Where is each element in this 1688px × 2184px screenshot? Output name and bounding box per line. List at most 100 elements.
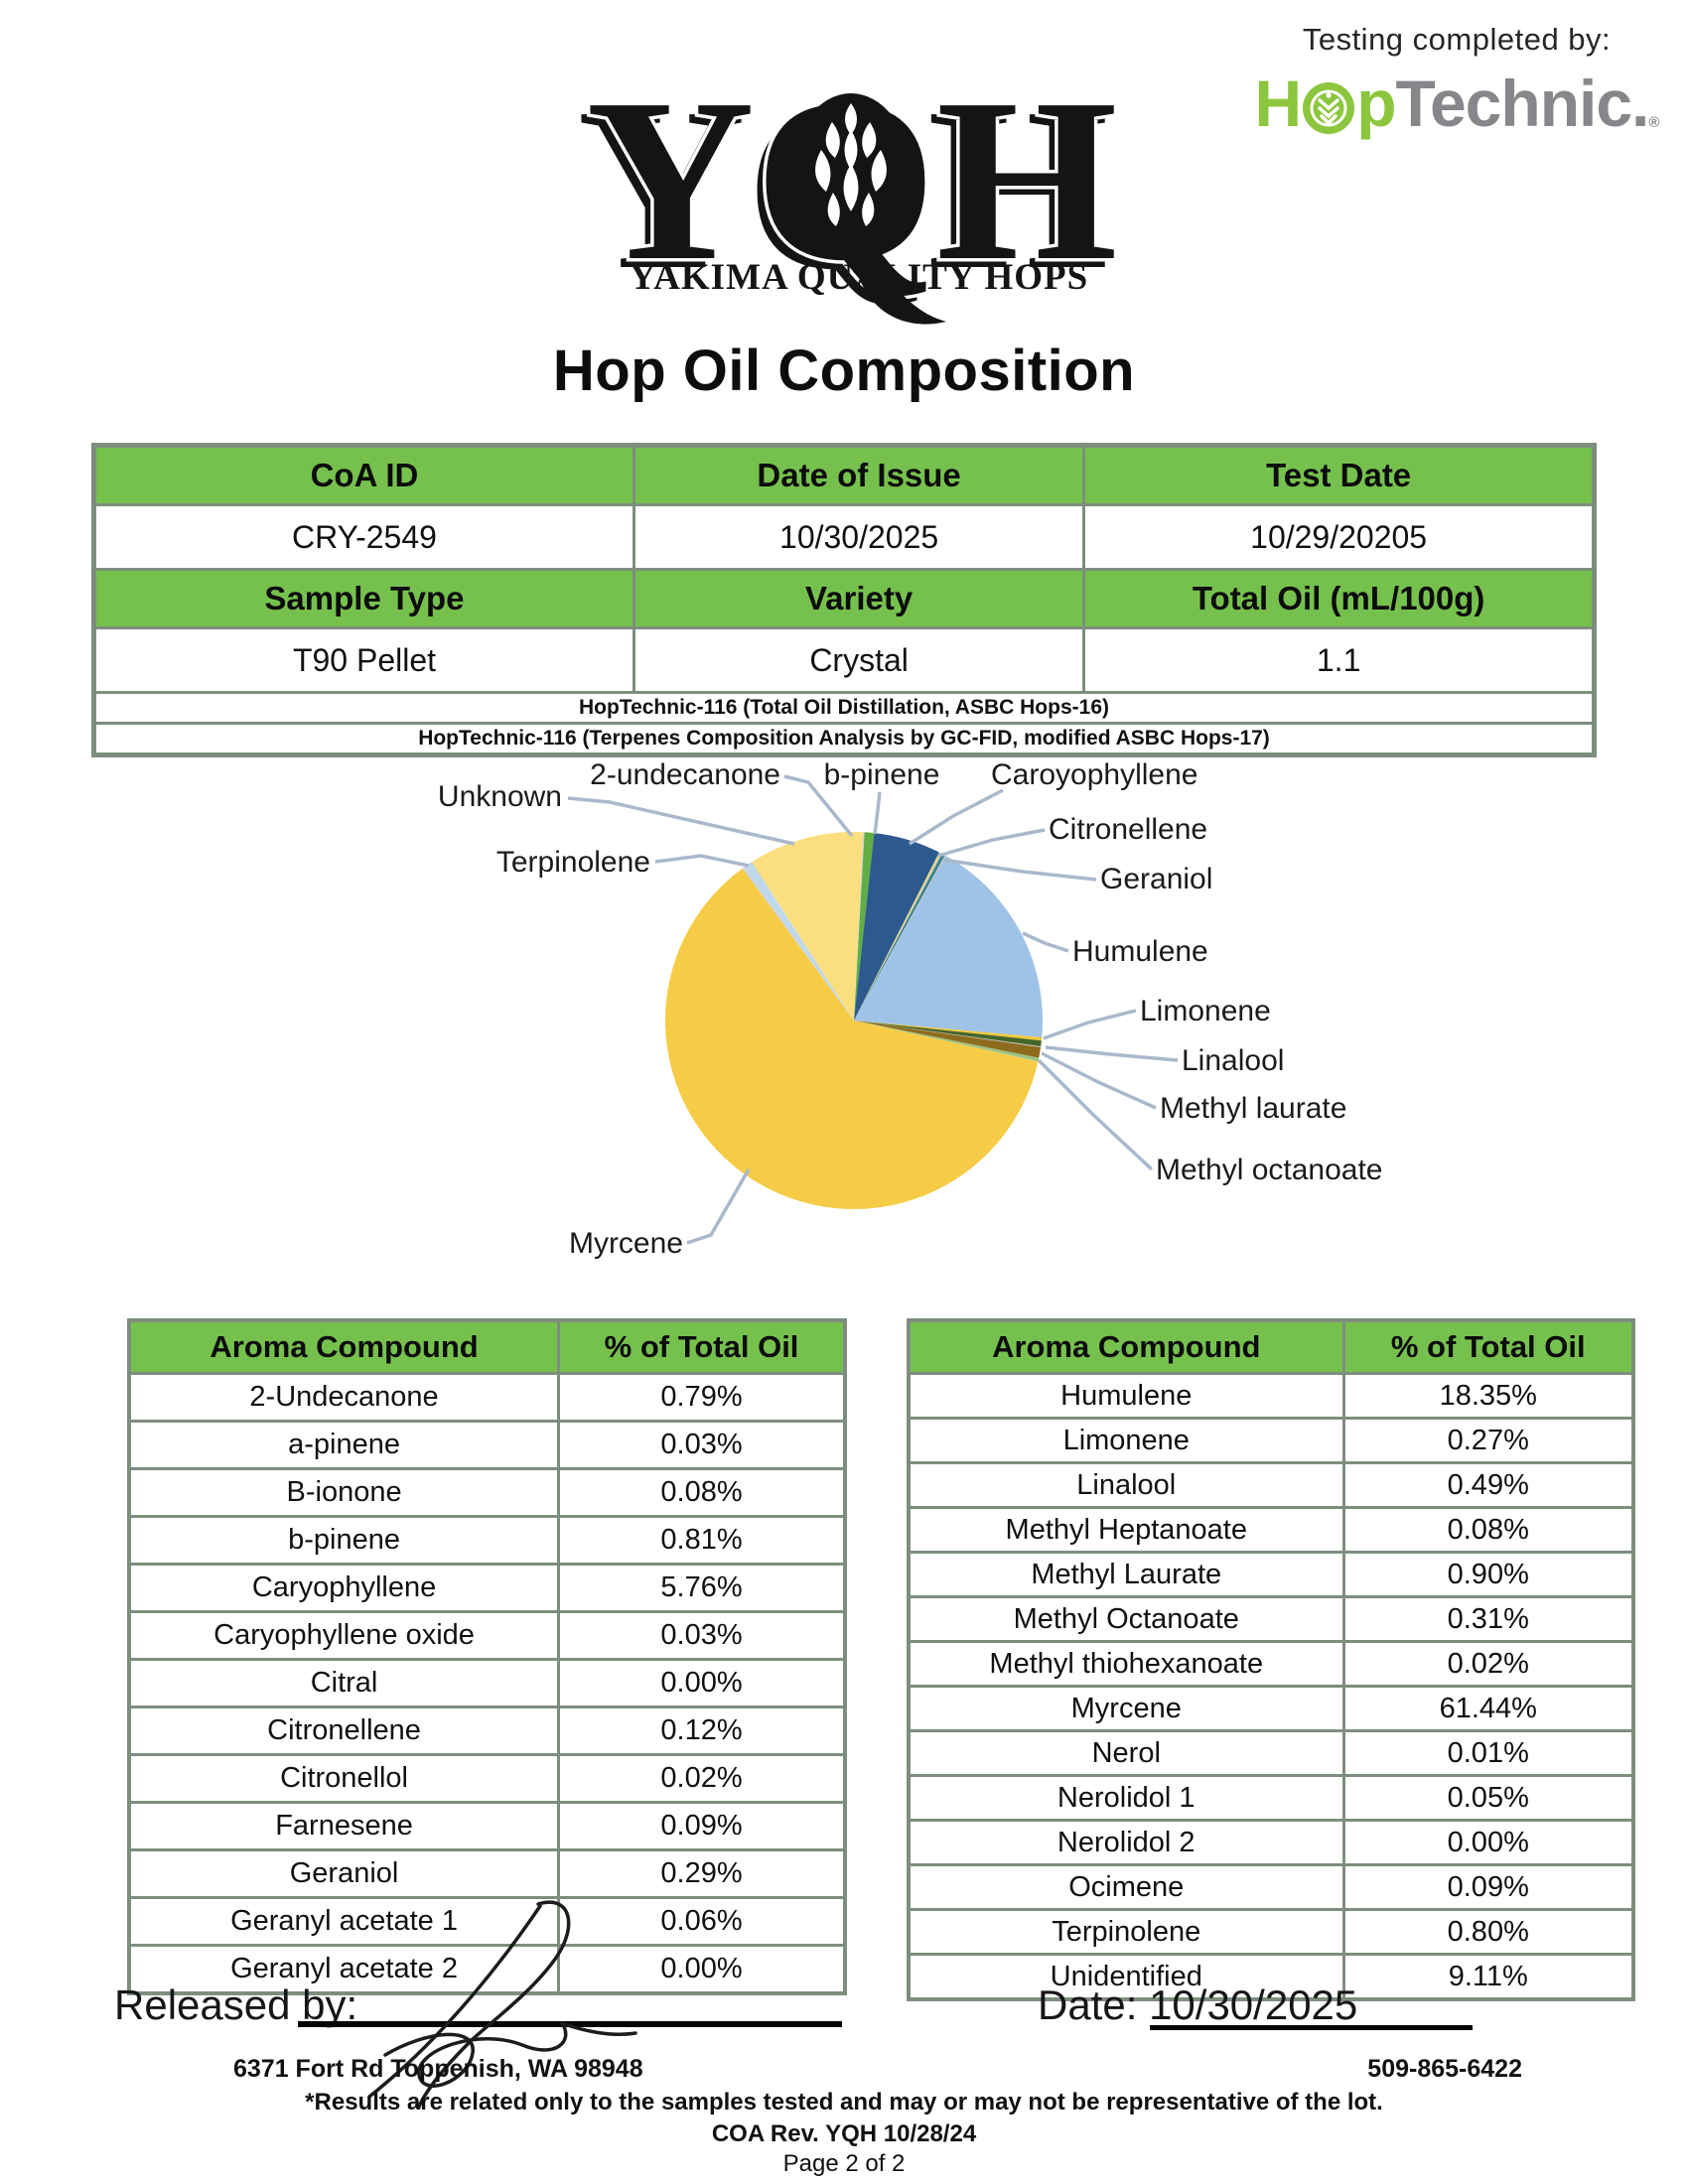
aroma-compound-table-right: Aroma Compound % of Total Oil Humulene 18… [907,1318,1635,2001]
date-of-issue-header: Date of Issue [632,444,1086,506]
table-row: Methyl Laurate 0.90% [907,1551,1635,1598]
table-row: Nerolidol 2 0.00% [907,1819,1635,1866]
table-row: Geraniol 0.29% [127,1848,847,1899]
hoptechnic-p: p [1356,67,1396,140]
compound-cell: Citronellol [127,1753,561,1804]
pie-label-caroyophyllene: Caroyophyllene [991,758,1197,791]
q-tail [857,246,946,325]
percent-cell: 9.11% [1341,1953,1635,2001]
percent-cell: 0.01% [1341,1729,1635,1777]
yqh-logo-subtext: YAKIMA QUALITY HOPS [629,257,1089,298]
page-title: Hop Oil Composition [552,339,1136,403]
compound-cell: Geranyl acetate 2 [127,1944,561,1995]
pie-label-geraniol: Geraniol [1100,863,1212,895]
table-row: Geranyl acetate 2 0.00% [127,1944,847,1995]
aroma-compound-table-left: Aroma Compound % of Total Oil 2-Undecano… [127,1318,847,1995]
table-row: Citral 0.00% [127,1658,847,1708]
percent-cell: 0.90% [1341,1551,1635,1598]
table-row: Unidentified 9.11% [907,1953,1635,2001]
released-by-label: Released by: [114,1981,358,2028]
percent-cell: 0.29% [557,1848,847,1899]
compound-cell: Caryophyllene oxide [127,1610,561,1661]
table-row: Methyl thiohexanoate 0.02% [907,1640,1635,1688]
percent-cell: 0.31% [1341,1595,1635,1643]
pie-slice-unidentified [752,832,854,1021]
compound-cell: Citronellene [127,1706,561,1756]
coa-id-header: CoA ID [92,444,635,506]
test-date-value: 10/29/20205 [1082,503,1596,571]
pie-slice-geraniol [854,854,945,1021]
compound-cell: Methyl thiohexanoate [907,1640,1345,1688]
pie-label-methyl-laurate: Methyl laurate [1160,1092,1346,1125]
pie-leader-line [937,828,1046,858]
pie-slice-2-undecanone [854,831,864,1021]
compound-column-header: Aroma Compound [907,1318,1345,1375]
table-row: B-ionone 0.08% [127,1467,847,1518]
pie-leader-line [1037,1058,1154,1171]
pie-leader-line [686,1168,751,1245]
footer-phone: 509-865-6422 [1367,2055,1522,2083]
table-row: Methyl Heptanoate 0.08% [907,1506,1635,1554]
table-row: Nerol 0.01% [907,1729,1635,1777]
pie-slice-myrcene [664,868,1039,1209]
date-label: Date: [1038,1981,1138,2028]
percent-cell: 0.03% [557,1420,847,1470]
total-oil-header: Total Oil (mL/100g) [1082,568,1596,629]
compound-cell: Terpinolene [907,1908,1345,1956]
compound-column-header: Aroma Compound [127,1318,561,1375]
compound-cell: Citral [127,1658,561,1708]
hop-cone-icon [815,103,887,226]
pie-slice-terpinolene [744,862,854,1021]
compound-cell: Linalool [907,1461,1345,1509]
table-row: Linalool 0.49% [907,1461,1635,1509]
pie-label-terpinolene: Terpinolene [496,846,650,879]
percent-cell: 0.05% [1341,1774,1635,1822]
date-line: Date: 10/30/2025 [1038,1981,1357,2029]
date-value: 10/30/2025 [1149,1981,1358,2028]
percent-cell: 5.76% [557,1563,847,1613]
pie-leader-line [783,774,854,838]
percent-cell: 0.02% [1341,1640,1635,1688]
compound-cell: Humulene [907,1372,1345,1420]
testing-lab-block: Testing completed by: H p Technic. ® [1253,22,1660,141]
compound-cell: Nerol [907,1729,1345,1777]
pie-slice-caryophyllene-oxide [854,852,940,1021]
compound-cell: Nerolidol 1 [907,1774,1345,1822]
percent-cell: 0.00% [557,1658,847,1708]
percent-cell: 0.79% [557,1372,847,1423]
pie-slice-methyl-thiohexanoate [854,1021,1039,1062]
compound-cell: Methyl Laurate [907,1551,1345,1598]
table-row: Myrcene 61.44% [907,1685,1635,1732]
footer-page-number: Page 2 of 2 [782,2150,906,2177]
table-row: b-pinene 0.81% [127,1515,847,1566]
compound-cell: a-pinene [127,1420,561,1470]
sample-type-header: Sample Type [92,568,635,629]
table-row: a-pinene 0.03% [127,1420,847,1470]
hoptechnic-h: H [1254,67,1303,140]
test-date-header: Test Date [1082,444,1596,506]
compound-cell: Geraniol [127,1848,561,1899]
hoptechnic-logo: H p Technic. ® [1253,66,1660,141]
table-row: Methyl Octanoate 0.31% [907,1595,1635,1643]
percent-cell: 0.81% [557,1515,847,1566]
yqh-logo: YQH YQH [577,28,1137,341]
footer-revision: COA Rev. YQH 10/28/24 [711,2120,977,2147]
percent-cell: 0.02% [557,1753,847,1804]
table-row: Ocimene 0.09% [907,1863,1635,1911]
total-oil-value: 1.1 [1082,626,1596,694]
table-row: 2-Undecanone 0.79% [127,1372,847,1423]
pie-leader-line [873,791,882,835]
table-row: Citronellene 0.12% [127,1706,847,1756]
footer-address: 6371 Fort Rd Toppenish, WA 98948 [233,2055,643,2083]
compound-cell: Geranyl acetate 1 [127,1896,561,1947]
pie-slice-caryophyllene [854,833,939,1021]
pie-label-linalool: Linalool [1182,1044,1284,1077]
footer-disclaimer: *Results are related only to the samples… [305,2089,1383,2116]
pie-slice-limonene [854,1021,1043,1041]
pie-slice-linalool [854,1021,1042,1047]
compound-cell: Ocimene [907,1863,1345,1911]
pie-slice-b-pinene [854,832,875,1021]
pie-slice-nerol [742,868,854,1021]
table-row: Caryophyllene 5.76% [127,1563,847,1613]
